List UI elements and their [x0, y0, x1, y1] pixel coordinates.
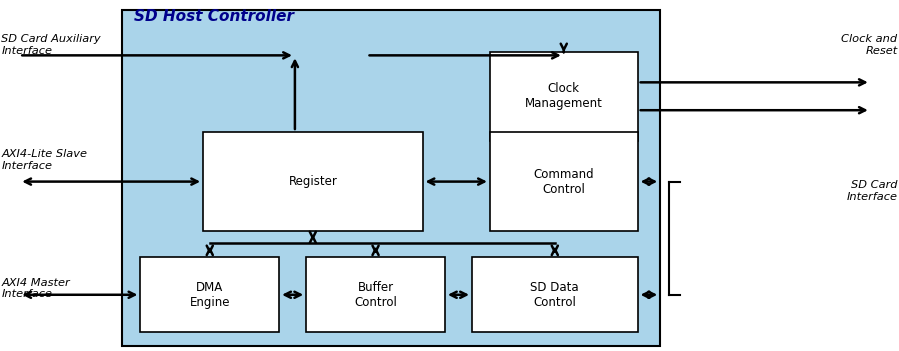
Text: Register: Register	[289, 175, 337, 188]
Text: AXI4-Lite Slave
Interface: AXI4-Lite Slave Interface	[2, 149, 87, 171]
FancyBboxPatch shape	[490, 52, 637, 141]
Text: SD Card
Interface: SD Card Interface	[847, 180, 897, 202]
Text: DMA
Engine: DMA Engine	[190, 281, 230, 309]
Text: SD Data
Control: SD Data Control	[530, 281, 579, 309]
FancyBboxPatch shape	[203, 132, 423, 231]
FancyBboxPatch shape	[490, 132, 637, 231]
Text: SD Card Auxiliary
Interface: SD Card Auxiliary Interface	[2, 34, 101, 56]
Text: SD Host Controller: SD Host Controller	[134, 9, 294, 24]
Text: Command
Control: Command Control	[533, 167, 594, 196]
FancyBboxPatch shape	[306, 257, 445, 332]
FancyBboxPatch shape	[140, 257, 280, 332]
Text: Buffer
Control: Buffer Control	[354, 281, 397, 309]
FancyBboxPatch shape	[472, 257, 637, 332]
Text: AXI4 Master
Interface: AXI4 Master Interface	[2, 278, 70, 299]
Text: Clock
Management: Clock Management	[525, 82, 602, 110]
Text: Clock and
Reset: Clock and Reset	[841, 34, 897, 56]
FancyBboxPatch shape	[122, 10, 660, 346]
